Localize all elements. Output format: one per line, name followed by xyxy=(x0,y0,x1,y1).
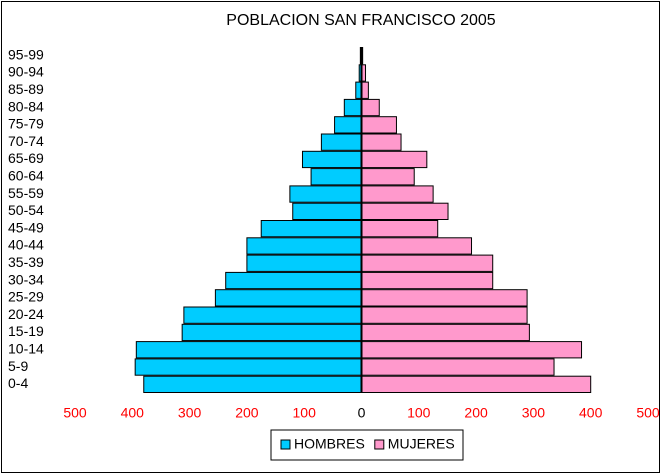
bar xyxy=(320,133,363,151)
bar xyxy=(361,116,397,134)
x-tick-label: 100 xyxy=(293,405,317,421)
x-tick-label: 400 xyxy=(121,405,145,421)
bar xyxy=(134,358,362,376)
y-tick-label: 55-59 xyxy=(8,185,44,201)
bar xyxy=(361,150,428,169)
y-tick-label: 45-49 xyxy=(8,219,44,235)
x-tick-label: 200 xyxy=(464,405,488,421)
bar xyxy=(301,150,362,169)
x-tick-label: 0 xyxy=(358,405,366,421)
legend-label: MUJERES xyxy=(388,436,455,452)
x-tick-label: 500 xyxy=(636,405,660,421)
x-tick-label: 300 xyxy=(522,405,546,421)
y-tick-label: 0-4 xyxy=(8,375,28,391)
bar xyxy=(143,375,362,394)
y-tick-label: 15-19 xyxy=(8,323,44,339)
y-tick-label: 50-54 xyxy=(8,202,44,218)
y-tick-label: 75-79 xyxy=(8,116,44,132)
y-tick-label: 10-14 xyxy=(8,340,44,356)
bar xyxy=(361,98,380,117)
y-tick-label: 30-34 xyxy=(8,271,44,287)
bar xyxy=(361,358,555,376)
bar xyxy=(246,254,362,272)
x-tick-label: 200 xyxy=(235,405,259,421)
bar xyxy=(361,185,434,203)
bar xyxy=(361,220,439,238)
y-tick-label: 70-74 xyxy=(8,133,44,149)
x-tick-label: 400 xyxy=(579,405,603,421)
bar xyxy=(361,254,494,272)
y-tick-label: 60-64 xyxy=(8,167,44,183)
bar xyxy=(246,237,362,255)
bar xyxy=(361,237,473,255)
y-tick-label: 85-89 xyxy=(8,81,44,97)
bar xyxy=(289,185,362,203)
y-tick-label: 90-94 xyxy=(8,64,44,80)
y-tick-label: 40-44 xyxy=(8,237,44,253)
y-tick-label: 65-69 xyxy=(8,150,44,166)
bar xyxy=(361,271,494,290)
bar xyxy=(343,98,362,117)
x-tick-label: 300 xyxy=(178,405,202,421)
legend-label: HOMBRES xyxy=(294,436,365,452)
bar xyxy=(310,168,362,186)
bar xyxy=(361,341,583,359)
bar xyxy=(183,306,362,324)
y-tick-label: 20-24 xyxy=(8,306,44,322)
x-tick-label: 500 xyxy=(63,405,87,421)
bar xyxy=(214,289,362,307)
bar xyxy=(181,323,362,342)
bar xyxy=(361,168,415,186)
bar xyxy=(361,133,402,151)
y-tick-label: 95-99 xyxy=(8,46,44,62)
y-tick-label: 5-9 xyxy=(8,358,28,374)
bar xyxy=(135,341,362,359)
bar xyxy=(361,323,530,342)
x-tick-label: 100 xyxy=(407,405,431,421)
bar xyxy=(260,220,363,238)
y-tick-label: 25-29 xyxy=(8,289,44,305)
legend-swatch xyxy=(374,439,385,450)
bar xyxy=(361,81,369,99)
bar xyxy=(361,306,528,324)
bar xyxy=(361,375,592,394)
chart-title: POBLACION SAN FRANCISCO 2005 xyxy=(226,12,496,29)
y-tick-label: 80-84 xyxy=(8,98,44,114)
bar xyxy=(361,202,449,220)
bar xyxy=(334,116,362,134)
bar xyxy=(225,271,362,290)
legend-swatch xyxy=(280,439,291,450)
legend-box xyxy=(270,429,464,461)
y-tick-label: 35-39 xyxy=(8,254,44,270)
bar xyxy=(292,202,362,220)
bar xyxy=(361,289,528,307)
